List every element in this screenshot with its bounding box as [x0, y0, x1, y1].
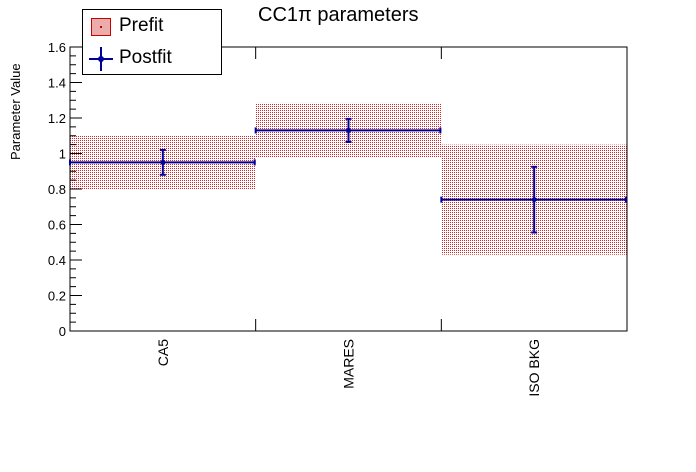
legend: Prefit Postfit	[82, 9, 222, 75]
y-tick-label: 1.4	[48, 76, 66, 91]
postfit-point-0	[160, 159, 166, 165]
y-tick-label: 0.2	[48, 289, 66, 304]
y-tick-label: 0	[59, 324, 66, 339]
x-tick-label: CA5	[155, 339, 171, 366]
legend-entry-prefit: Prefit	[83, 12, 221, 42]
legend-entry-postfit: Postfit	[83, 44, 221, 74]
postfit-points	[69, 117, 627, 234]
x-tick-label: MARES	[341, 339, 357, 389]
y-tick-label: 1.6	[48, 40, 66, 55]
y-tick-label: 0.8	[48, 182, 66, 197]
x-tick-label: ISO BKG	[526, 339, 542, 397]
postfit-point-2	[531, 197, 537, 203]
x-axis: CA5 MARES ISO BKG	[155, 47, 542, 397]
legend-label-postfit: Postfit	[119, 47, 172, 68]
legend-label-prefit: Prefit	[119, 15, 164, 36]
y-tick-label: 0.4	[48, 253, 66, 268]
prefit-marker-icon	[100, 26, 102, 28]
y-axis-label: Parameter Value	[8, 63, 23, 160]
chart-title: CC1π parameters	[258, 4, 419, 26]
y-axis: 0 0.2 0.4 0.6 0.8 1 1.2 1.4 1.6	[48, 40, 82, 339]
y-tick-label: 1	[59, 147, 66, 162]
y-tick-label: 0.6	[48, 218, 66, 233]
postfit-point-1	[346, 127, 351, 133]
y-tick-label: 1.2	[48, 111, 66, 126]
postfit-marker-icon	[89, 47, 113, 71]
